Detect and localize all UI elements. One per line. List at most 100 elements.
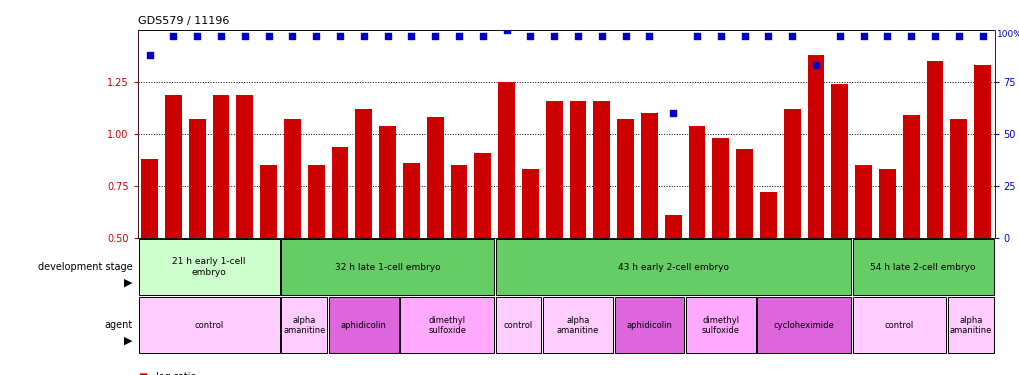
Point	[902, 33, 918, 39]
Bar	[308, 165, 324, 238]
Bar	[356, 109, 372, 238]
FancyBboxPatch shape	[757, 297, 850, 353]
Point	[950, 33, 966, 39]
Text: log ratio: log ratio	[156, 372, 197, 375]
Text: 43 h early 2-cell embryo: 43 h early 2-cell embryo	[618, 262, 728, 272]
Bar	[664, 215, 681, 238]
Text: aphidicolin: aphidicolin	[626, 321, 672, 330]
Point	[807, 62, 823, 68]
Text: GDS579 / 11196: GDS579 / 11196	[138, 16, 229, 26]
Text: development stage: development stage	[38, 262, 132, 272]
Point	[759, 33, 775, 39]
FancyBboxPatch shape	[614, 297, 684, 353]
Point	[356, 33, 372, 39]
Point	[308, 33, 324, 39]
Point	[260, 33, 276, 39]
FancyBboxPatch shape	[852, 297, 945, 353]
Point	[189, 33, 205, 39]
FancyBboxPatch shape	[139, 239, 279, 295]
Bar	[260, 165, 277, 238]
Text: control: control	[503, 321, 533, 330]
Text: alpha
amanitine: alpha amanitine	[556, 316, 598, 335]
Text: dimethyl
sulfoxide: dimethyl sulfoxide	[701, 316, 739, 335]
Bar	[902, 116, 919, 238]
Point	[213, 33, 229, 39]
FancyBboxPatch shape	[495, 297, 541, 353]
Point	[641, 33, 657, 39]
Point	[450, 33, 467, 39]
Point	[688, 33, 704, 39]
Text: control: control	[883, 321, 913, 330]
Text: ▶: ▶	[124, 335, 132, 345]
Bar	[711, 138, 729, 238]
Bar	[545, 101, 562, 238]
Text: control: control	[195, 321, 223, 330]
Bar	[283, 120, 301, 238]
Point	[427, 33, 443, 39]
Bar	[474, 153, 491, 238]
Bar	[427, 117, 443, 238]
Point	[855, 33, 871, 39]
Bar	[688, 126, 705, 238]
Bar	[973, 65, 990, 238]
Bar	[736, 148, 752, 238]
Point	[616, 33, 633, 39]
Bar	[570, 101, 586, 238]
Bar	[189, 120, 206, 238]
Bar	[379, 126, 395, 238]
FancyBboxPatch shape	[400, 297, 493, 353]
Bar	[854, 165, 871, 238]
Bar	[141, 159, 158, 238]
Point	[830, 33, 847, 39]
Point	[403, 33, 419, 39]
FancyBboxPatch shape	[495, 239, 850, 295]
Point	[593, 33, 609, 39]
FancyBboxPatch shape	[686, 297, 755, 353]
Text: 54 h late 2-cell embryo: 54 h late 2-cell embryo	[869, 262, 975, 272]
FancyBboxPatch shape	[947, 297, 993, 353]
FancyBboxPatch shape	[281, 239, 493, 295]
Point	[973, 33, 989, 39]
Bar	[165, 94, 181, 238]
Point	[331, 33, 347, 39]
FancyBboxPatch shape	[543, 297, 612, 353]
Text: ■: ■	[138, 372, 147, 375]
Text: agent: agent	[104, 320, 132, 330]
Text: aphidicolin: aphidicolin	[340, 321, 386, 330]
Bar	[616, 120, 633, 238]
Text: dimethyl
sulfoxide: dimethyl sulfoxide	[428, 316, 466, 335]
Bar	[878, 170, 895, 238]
Bar	[236, 94, 253, 238]
Point	[878, 33, 895, 39]
Bar	[807, 55, 823, 238]
Bar	[641, 113, 657, 238]
Point	[712, 33, 729, 39]
Point	[165, 33, 181, 39]
Point	[784, 33, 800, 39]
Point	[142, 52, 158, 58]
Bar	[950, 120, 966, 238]
Bar	[926, 61, 943, 238]
Bar	[593, 101, 609, 238]
Text: 100%: 100%	[996, 30, 1019, 39]
Bar	[331, 147, 348, 238]
Point	[664, 110, 681, 116]
Point	[236, 33, 253, 39]
Text: 21 h early 1-cell
embryo: 21 h early 1-cell embryo	[172, 258, 246, 277]
Bar	[522, 170, 538, 238]
FancyBboxPatch shape	[139, 297, 279, 353]
Bar	[498, 82, 515, 238]
Bar	[830, 84, 848, 238]
Bar	[450, 165, 467, 238]
Point	[545, 33, 561, 39]
Point	[926, 33, 943, 39]
Text: 32 h late 1-cell embryo: 32 h late 1-cell embryo	[334, 262, 440, 272]
Bar	[403, 163, 420, 238]
Bar	[213, 94, 229, 238]
Text: cycloheximide: cycloheximide	[773, 321, 834, 330]
Point	[522, 33, 538, 39]
Point	[284, 33, 301, 39]
FancyBboxPatch shape	[329, 297, 398, 353]
FancyBboxPatch shape	[281, 297, 327, 353]
Point	[379, 33, 395, 39]
